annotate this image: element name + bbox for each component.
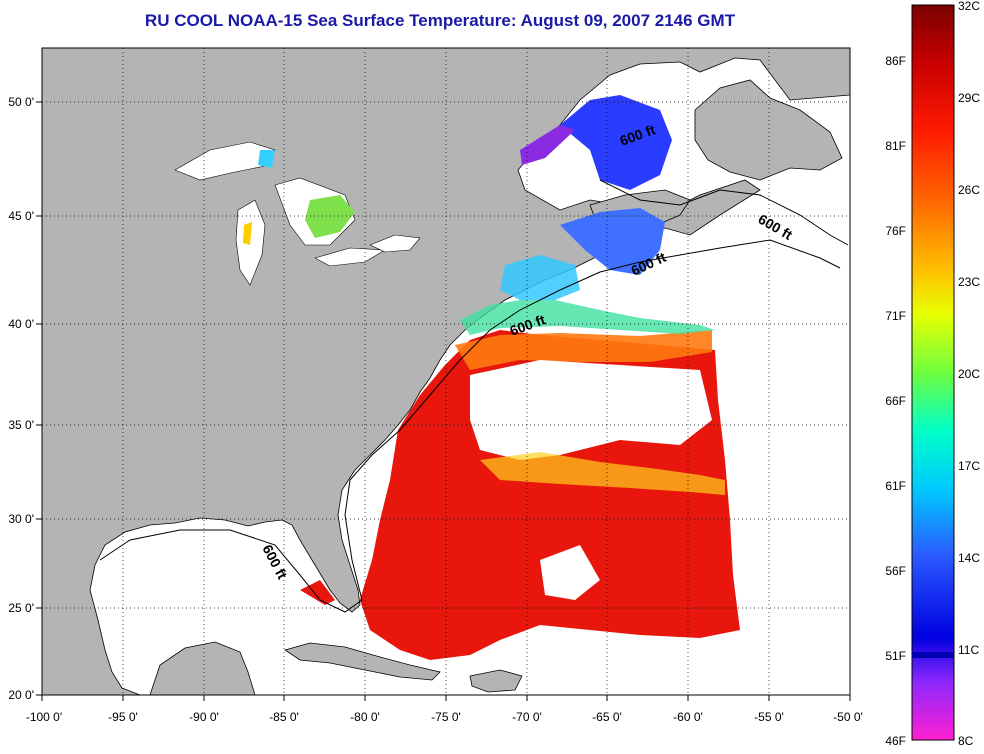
celsius-label: 8C [958, 734, 974, 748]
land-cuba [284, 642, 441, 681]
lon-label: -50 0' [833, 710, 863, 724]
sst-green-band [460, 300, 715, 335]
lon-label: -55 0' [754, 710, 784, 724]
lon-label: -95 0' [108, 710, 138, 724]
sst-cool-shelf [500, 255, 580, 300]
lat-label: 45 0' [8, 209, 34, 223]
sst-cool-gulf-st-lawrence [560, 95, 672, 190]
lon-label: -85 0' [269, 710, 299, 724]
map-title: RU COOL NOAA-15 Sea Surface Temperature:… [144, 11, 736, 30]
isobath-600ft-north [599, 179, 849, 246]
fahrenheit-label: 66F [885, 394, 906, 408]
lon-label: -70 0' [512, 710, 542, 724]
fahrenheit-label: 86F [885, 54, 906, 68]
colorbar [911, 4, 955, 741]
latitude-labels: 50 0' 45 0' 40 0' 35 0' 30 0' 25 0' 20 0… [8, 95, 34, 702]
lat-label: 30 0' [8, 512, 34, 526]
sst-cool-gulf-of-maine [560, 208, 665, 275]
fahrenheit-label: 81F [885, 139, 906, 153]
land-newfoundland [694, 79, 843, 181]
lat-label: 20 0' [8, 688, 34, 702]
celsius-label: 29C [958, 91, 980, 105]
map-tick-marks [36, 101, 851, 701]
lat-label: 25 0' [8, 601, 34, 615]
celsius-label: 32C [958, 0, 980, 13]
land-hispaniola [469, 669, 523, 693]
lon-label: -100 0' [26, 710, 62, 724]
lat-label: 40 0' [8, 317, 34, 331]
sst-cloud-gaps [470, 360, 712, 600]
lat-label: 35 0' [8, 418, 34, 432]
celsius-label: 23C [958, 275, 980, 289]
land-yucatan [149, 641, 256, 695]
longitude-labels: -100 0' -95 0' -90 0' -85 0' -80 0' -75 … [26, 710, 863, 724]
celsius-label: 14C [958, 551, 980, 565]
fahrenheit-label: 56F [885, 564, 906, 578]
fahrenheit-label: 71F [885, 309, 906, 323]
sst-mixed-band [480, 452, 725, 495]
colorbar-fahrenheit-labels: 86F 81F 76F 71F 66F 61F 56F 51F 46F [885, 54, 906, 748]
lat-label: 50 0' [8, 95, 34, 109]
sst-purple-coast [520, 125, 575, 165]
lon-label: -75 0' [431, 710, 461, 724]
lon-label: -80 0' [350, 710, 380, 724]
fahrenheit-label: 76F [885, 224, 906, 238]
sst-warm-orange [455, 330, 712, 370]
map-graticule [42, 48, 850, 695]
isobath-600ft [99, 239, 841, 613]
colorbar-celsius-labels: 32C 29C 26C 23C 20C 17C 14C 11C 8C [958, 0, 980, 748]
fahrenheit-label: 51F [885, 649, 906, 663]
lon-label: -60 0' [673, 710, 703, 724]
celsius-label: 11C [958, 643, 979, 657]
lon-label: -90 0' [189, 710, 219, 724]
fahrenheit-label: 61F [885, 479, 906, 493]
lon-label: -65 0' [592, 710, 622, 724]
celsius-label: 26C [958, 183, 980, 197]
lake-sst-patches [243, 150, 355, 245]
colorbar-band [912, 652, 954, 658]
fahrenheit-label: 46F [885, 734, 906, 748]
celsius-label: 17C [958, 459, 980, 473]
celsius-label: 20C [958, 367, 980, 381]
